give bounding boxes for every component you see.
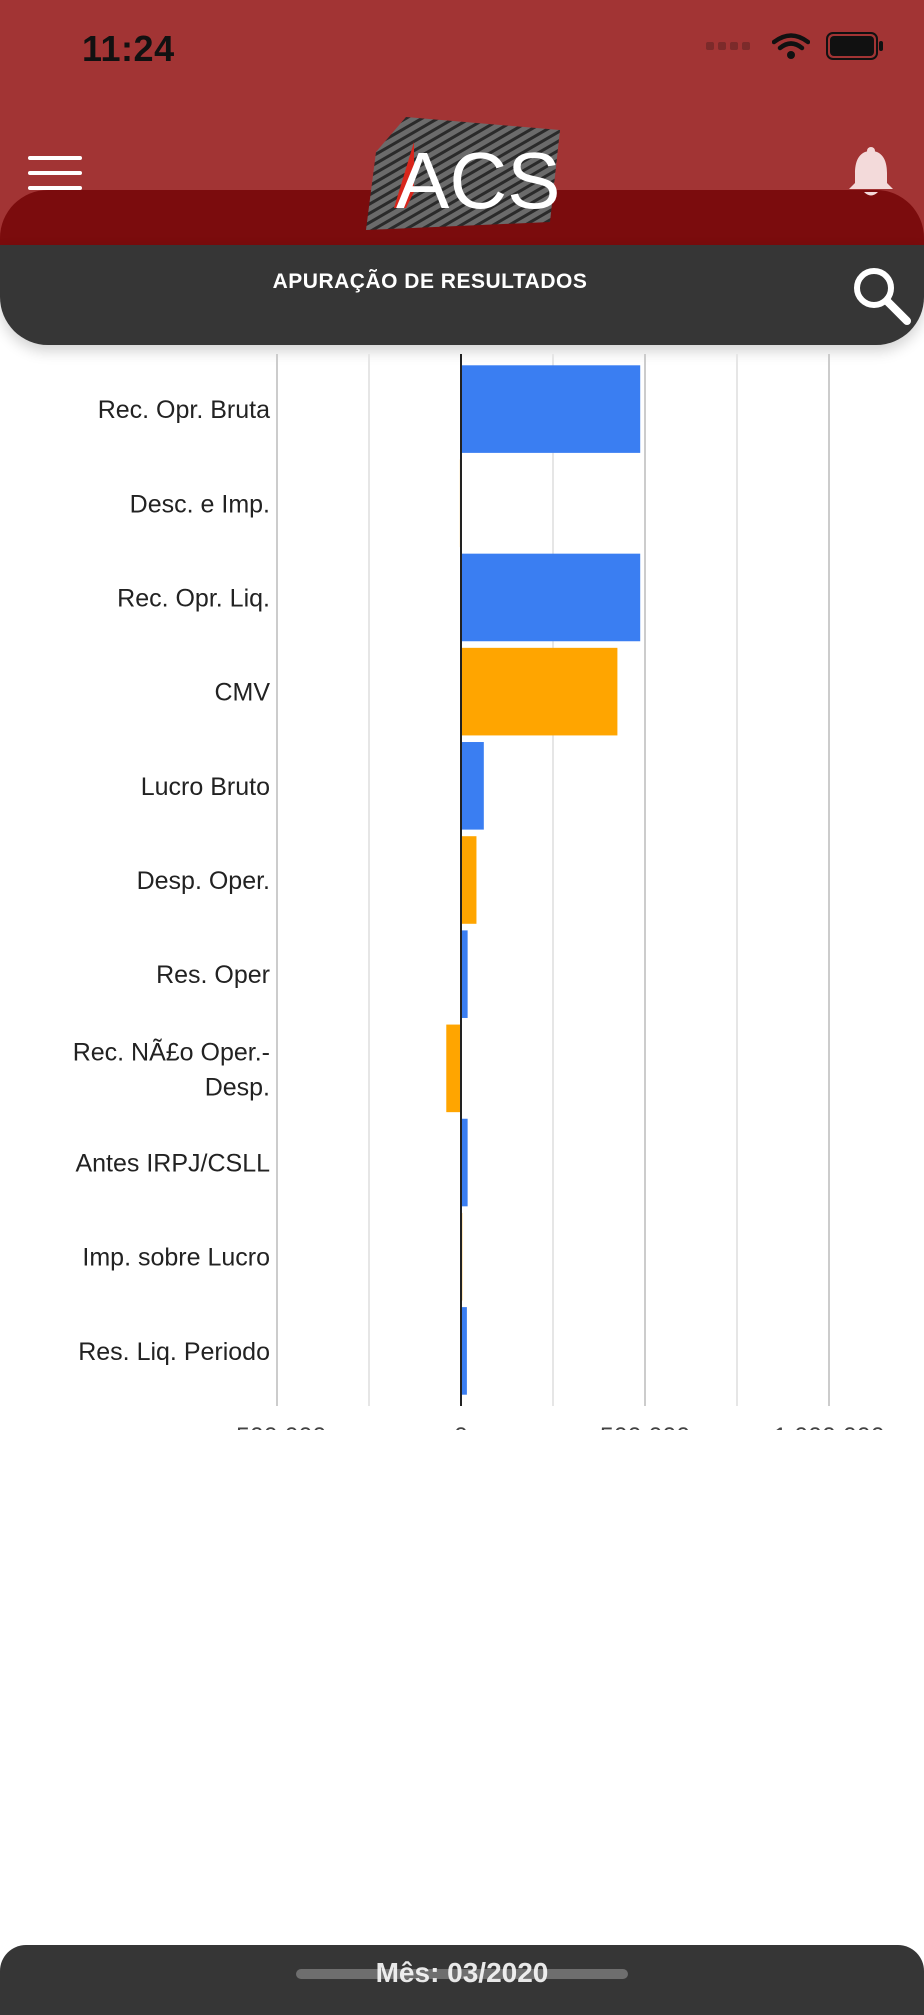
bar-2 [461,553,641,642]
title-bar [0,245,924,345]
cellular-signal-icon [706,42,750,50]
bar-8 [461,1118,468,1207]
search-icon[interactable] [850,264,912,326]
category-label: Rec. Opr. Bruta [98,396,270,424]
category-label: Imp. sobre Lucro [82,1244,270,1272]
category-label: Lucro Bruto [141,773,270,801]
bar-5 [461,836,477,924]
bar-4 [461,742,484,830]
logo-text: ACS [396,136,560,225]
x-tick-label: 1.000.000 [773,1423,884,1430]
status-icons [706,32,884,60]
month-label: Mês: 03/2020 [375,1957,549,1988]
battery-icon [826,32,883,60]
wifi-icon [772,33,810,59]
x-tick-label: 0 [454,1423,468,1430]
home-indicator [296,1969,628,1979]
menu-icon[interactable] [28,156,82,190]
status-time: 11:24 [82,28,175,69]
category-label: Antes IRPJ/CSLL [75,1150,270,1178]
bar-10 [461,1307,467,1395]
category-label: Res. Oper [156,961,270,989]
page-title: APURAÇÃO DE RESULTADOS [272,270,588,293]
bell-icon[interactable] [846,145,896,199]
x-tick-label: -500.000 [228,1423,327,1430]
category-label: Res. Liq. Periodo [78,1338,270,1366]
bar-0 [461,365,641,453]
category-label: Desp. Oper. [137,867,270,895]
category-label: Rec. Opr. Liq. [117,584,270,612]
category-label: Desc. e Imp. [130,490,270,518]
bar-3 [461,647,618,736]
acs-logo: ACS [366,112,561,230]
bar-6 [461,930,468,1018]
x-tick-label: 500.000 [600,1423,690,1430]
category-label: CMV [214,679,270,707]
category-label: Rec. NÃ£o Oper.-Desp. [73,1037,270,1101]
results-bar-chart: Rec. Opr. Bruta Desc. e Imp. Rec. Opr. Liq… [73,354,885,1430]
bar-7 [446,1024,461,1113]
